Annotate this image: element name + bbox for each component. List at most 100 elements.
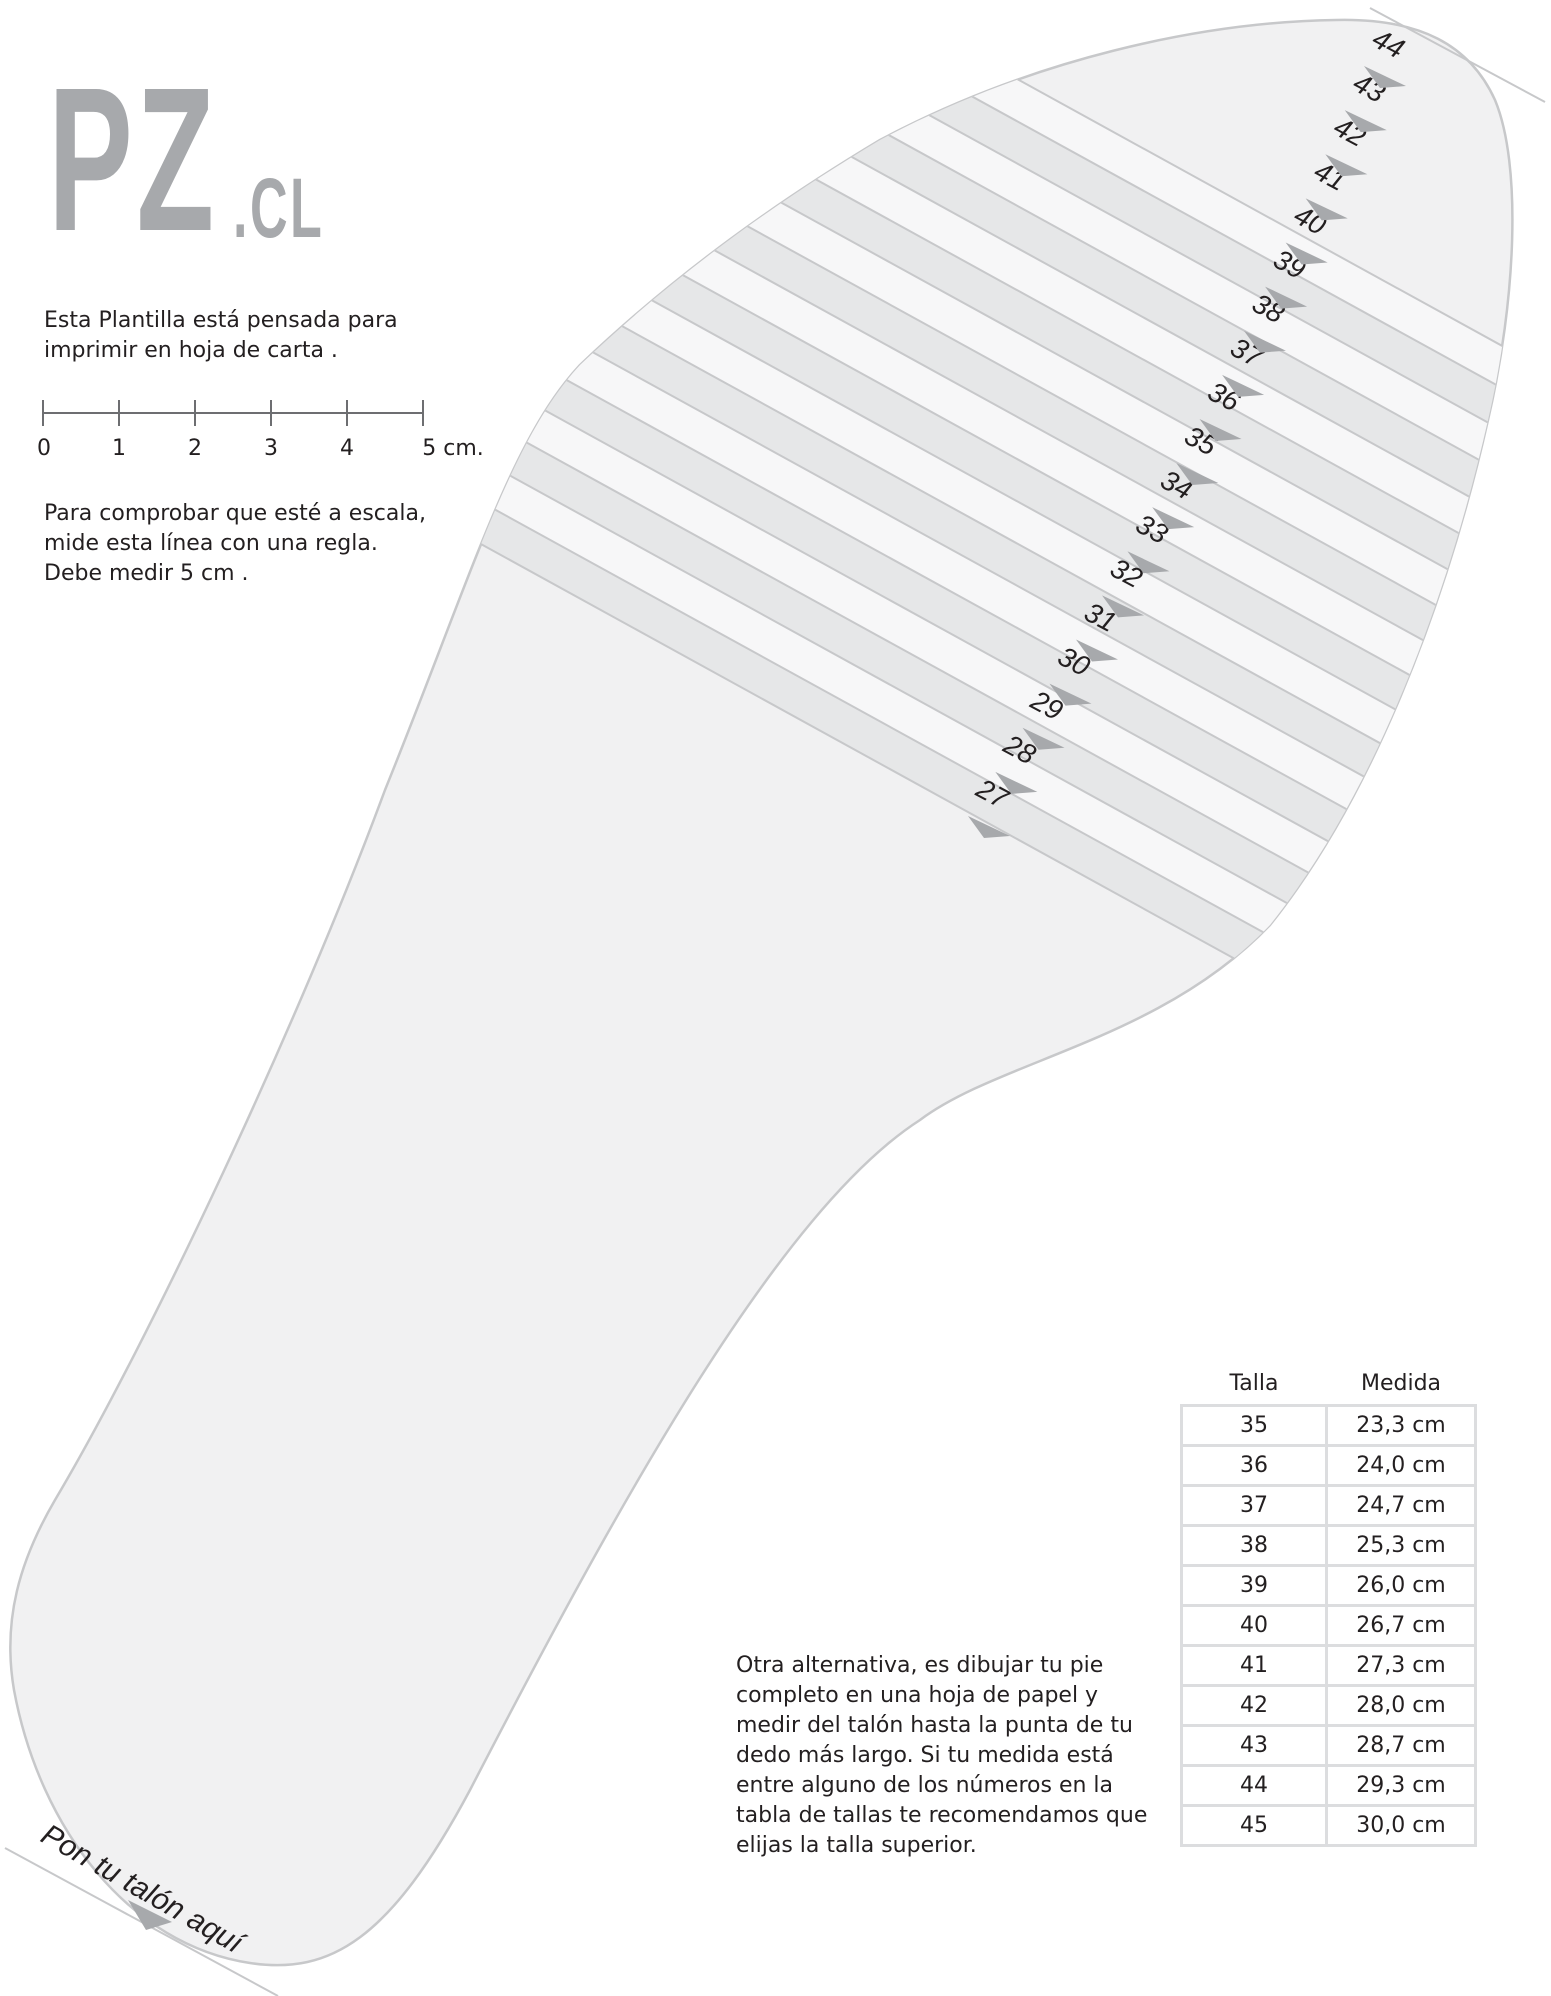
table-row: 38 25,3 cm bbox=[1180, 1524, 1477, 1567]
table-row: 43 28,7 cm bbox=[1180, 1724, 1477, 1767]
band-line bbox=[302, 19, 1513, 694]
size-cell: 37 bbox=[1180, 1484, 1328, 1527]
guide-line bbox=[1369, 7, 1546, 103]
alternative-line: dedo más largo. Si tu medida está bbox=[736, 1743, 1114, 1768]
ruler-tick bbox=[42, 400, 44, 426]
band-line bbox=[230, 19, 1513, 823]
size-arrow-icon bbox=[1325, 154, 1368, 177]
size-arrow-icon bbox=[968, 816, 1010, 838]
ruler-tick bbox=[422, 400, 424, 426]
size-cell: 36 bbox=[1180, 1444, 1328, 1487]
band-line bbox=[248, 19, 1513, 791]
intro-line: imprimir en hoja de carta . bbox=[44, 338, 338, 363]
band-line bbox=[320, 19, 1513, 661]
check-line: Debe medir 5 cm . bbox=[44, 561, 249, 586]
size-cell: 41 bbox=[1180, 1644, 1328, 1687]
size-arrow-icon bbox=[1285, 242, 1328, 265]
size-arrow-icon bbox=[1305, 198, 1348, 221]
size-arrow-icon bbox=[1102, 595, 1145, 618]
size-arrow-icon bbox=[1022, 727, 1065, 750]
alternative-line: Otra alternativa, es dibujar tu pie bbox=[736, 1653, 1104, 1678]
size-arrow-icon bbox=[1243, 330, 1286, 353]
table-row: 40 26,7 cm bbox=[1180, 1604, 1477, 1647]
measure-cell: 25,3 cm bbox=[1325, 1524, 1477, 1567]
size-arrow-icon bbox=[1364, 66, 1406, 88]
intro-line: Esta Plantilla está pensada para bbox=[44, 308, 398, 333]
check-line: Para comprobar que esté a escala, bbox=[44, 501, 426, 526]
ruler-tick bbox=[346, 400, 348, 426]
ruler-bar bbox=[42, 412, 422, 414]
measure-cell: 28,7 cm bbox=[1325, 1724, 1477, 1767]
size-arrow-icon bbox=[1127, 551, 1170, 574]
size-cell: 42 bbox=[1180, 1684, 1328, 1727]
size-arrow-icon bbox=[1152, 507, 1195, 530]
table-header-talla: Talla bbox=[1229, 1370, 1279, 1396]
intro-text: Esta Plantilla está pensada para imprimi… bbox=[44, 306, 398, 366]
ruler-tick bbox=[194, 400, 196, 426]
measure-cell: 26,0 cm bbox=[1325, 1564, 1477, 1607]
alignment-guides bbox=[4, 7, 1546, 1996]
scale-check-text: Para comprobar que esté a escala, mide e… bbox=[44, 499, 426, 589]
alternative-line: completo en una hoja de papel y bbox=[736, 1683, 1099, 1708]
table-header-row: Talla Medida bbox=[1182, 1362, 1476, 1406]
size-table: Talla Medida 35 23,3 cm 36 24,0 cm 37 24,7 … bbox=[1180, 1362, 1477, 1847]
ruler-label: 3 bbox=[264, 436, 278, 461]
size-cell: 45 bbox=[1180, 1804, 1328, 1847]
alternative-line: medir del talón hasta la punta de tu bbox=[736, 1713, 1133, 1738]
size-arrow-icon bbox=[1075, 639, 1118, 662]
logo-main: PZ bbox=[48, 45, 218, 274]
ruler-label: 5 cm. bbox=[422, 436, 484, 461]
ruler-label: 2 bbox=[188, 436, 202, 461]
size-arrow-icon bbox=[995, 771, 1038, 794]
table-row: 35 23,3 cm bbox=[1180, 1404, 1477, 1447]
band-line bbox=[266, 19, 1513, 758]
measure-cell: 24,0 cm bbox=[1325, 1444, 1477, 1487]
scale-ruler: 0 1 2 3 4 5 cm. bbox=[30, 396, 510, 466]
measure-cell: 30,0 cm bbox=[1325, 1804, 1477, 1847]
alternative-text: Otra alternativa, es dibujar tu pie comp… bbox=[736, 1651, 1147, 1861]
alternative-line: tabla de tallas te recomendamos que bbox=[736, 1803, 1148, 1828]
size-arrow-icon bbox=[1265, 286, 1308, 309]
alternative-line: entre alguno de los números en la bbox=[736, 1773, 1114, 1798]
table-header-medida: Medida bbox=[1360, 1370, 1442, 1396]
measure-cell: 24,7 cm bbox=[1325, 1484, 1477, 1527]
measure-cell: 29,3 cm bbox=[1325, 1764, 1477, 1807]
brand-logo: PZ .CL bbox=[48, 45, 348, 274]
size-cell: 43 bbox=[1180, 1724, 1328, 1767]
ruler-tick bbox=[270, 400, 272, 426]
size-band bbox=[284, 19, 1513, 725]
size-cell: 40 bbox=[1180, 1604, 1328, 1647]
size-arrow-icon bbox=[1176, 463, 1219, 486]
measure-cell: 27,3 cm bbox=[1325, 1644, 1477, 1687]
alternative-line: elijas la talla superior. bbox=[736, 1833, 977, 1858]
size-band bbox=[302, 19, 1513, 693]
table-row: 36 24,0 cm bbox=[1180, 1444, 1477, 1487]
ruler-label: 0 bbox=[37, 436, 51, 461]
ruler-label: 4 bbox=[340, 436, 354, 461]
band-line bbox=[284, 19, 1513, 726]
size-cell: 44 bbox=[1180, 1764, 1328, 1807]
ruler-tick bbox=[118, 400, 120, 426]
size-arrow-icon bbox=[1344, 110, 1387, 133]
check-line: mide esta línea con una regla. bbox=[44, 531, 378, 556]
measure-cell: 28,0 cm bbox=[1325, 1684, 1477, 1727]
table-row: 39 26,0 cm bbox=[1180, 1564, 1477, 1607]
logo-suffix: .CL bbox=[233, 161, 325, 255]
measure-cell: 23,3 cm bbox=[1325, 1404, 1477, 1447]
table-row: 42 28,0 cm bbox=[1180, 1684, 1477, 1727]
size-arrow-icon bbox=[1222, 374, 1265, 397]
table-row: 41 27,3 cm bbox=[1180, 1644, 1477, 1687]
size-cell: 39 bbox=[1180, 1564, 1328, 1607]
heel-arrow-icon bbox=[128, 1900, 172, 1930]
table-row: 45 30,0 cm bbox=[1180, 1804, 1477, 1847]
size-cell: 38 bbox=[1180, 1524, 1328, 1567]
size-cell: 35 bbox=[1180, 1404, 1328, 1447]
size-band bbox=[267, 19, 1513, 758]
size-arrow-icon bbox=[1049, 683, 1092, 706]
measure-cell: 26,7 cm bbox=[1325, 1604, 1477, 1647]
size-arrow-icon bbox=[1199, 418, 1242, 441]
ruler-label: 1 bbox=[112, 436, 126, 461]
table-row: 37 24,7 cm bbox=[1180, 1484, 1477, 1527]
table-row: 44 29,3 cm bbox=[1180, 1764, 1477, 1807]
